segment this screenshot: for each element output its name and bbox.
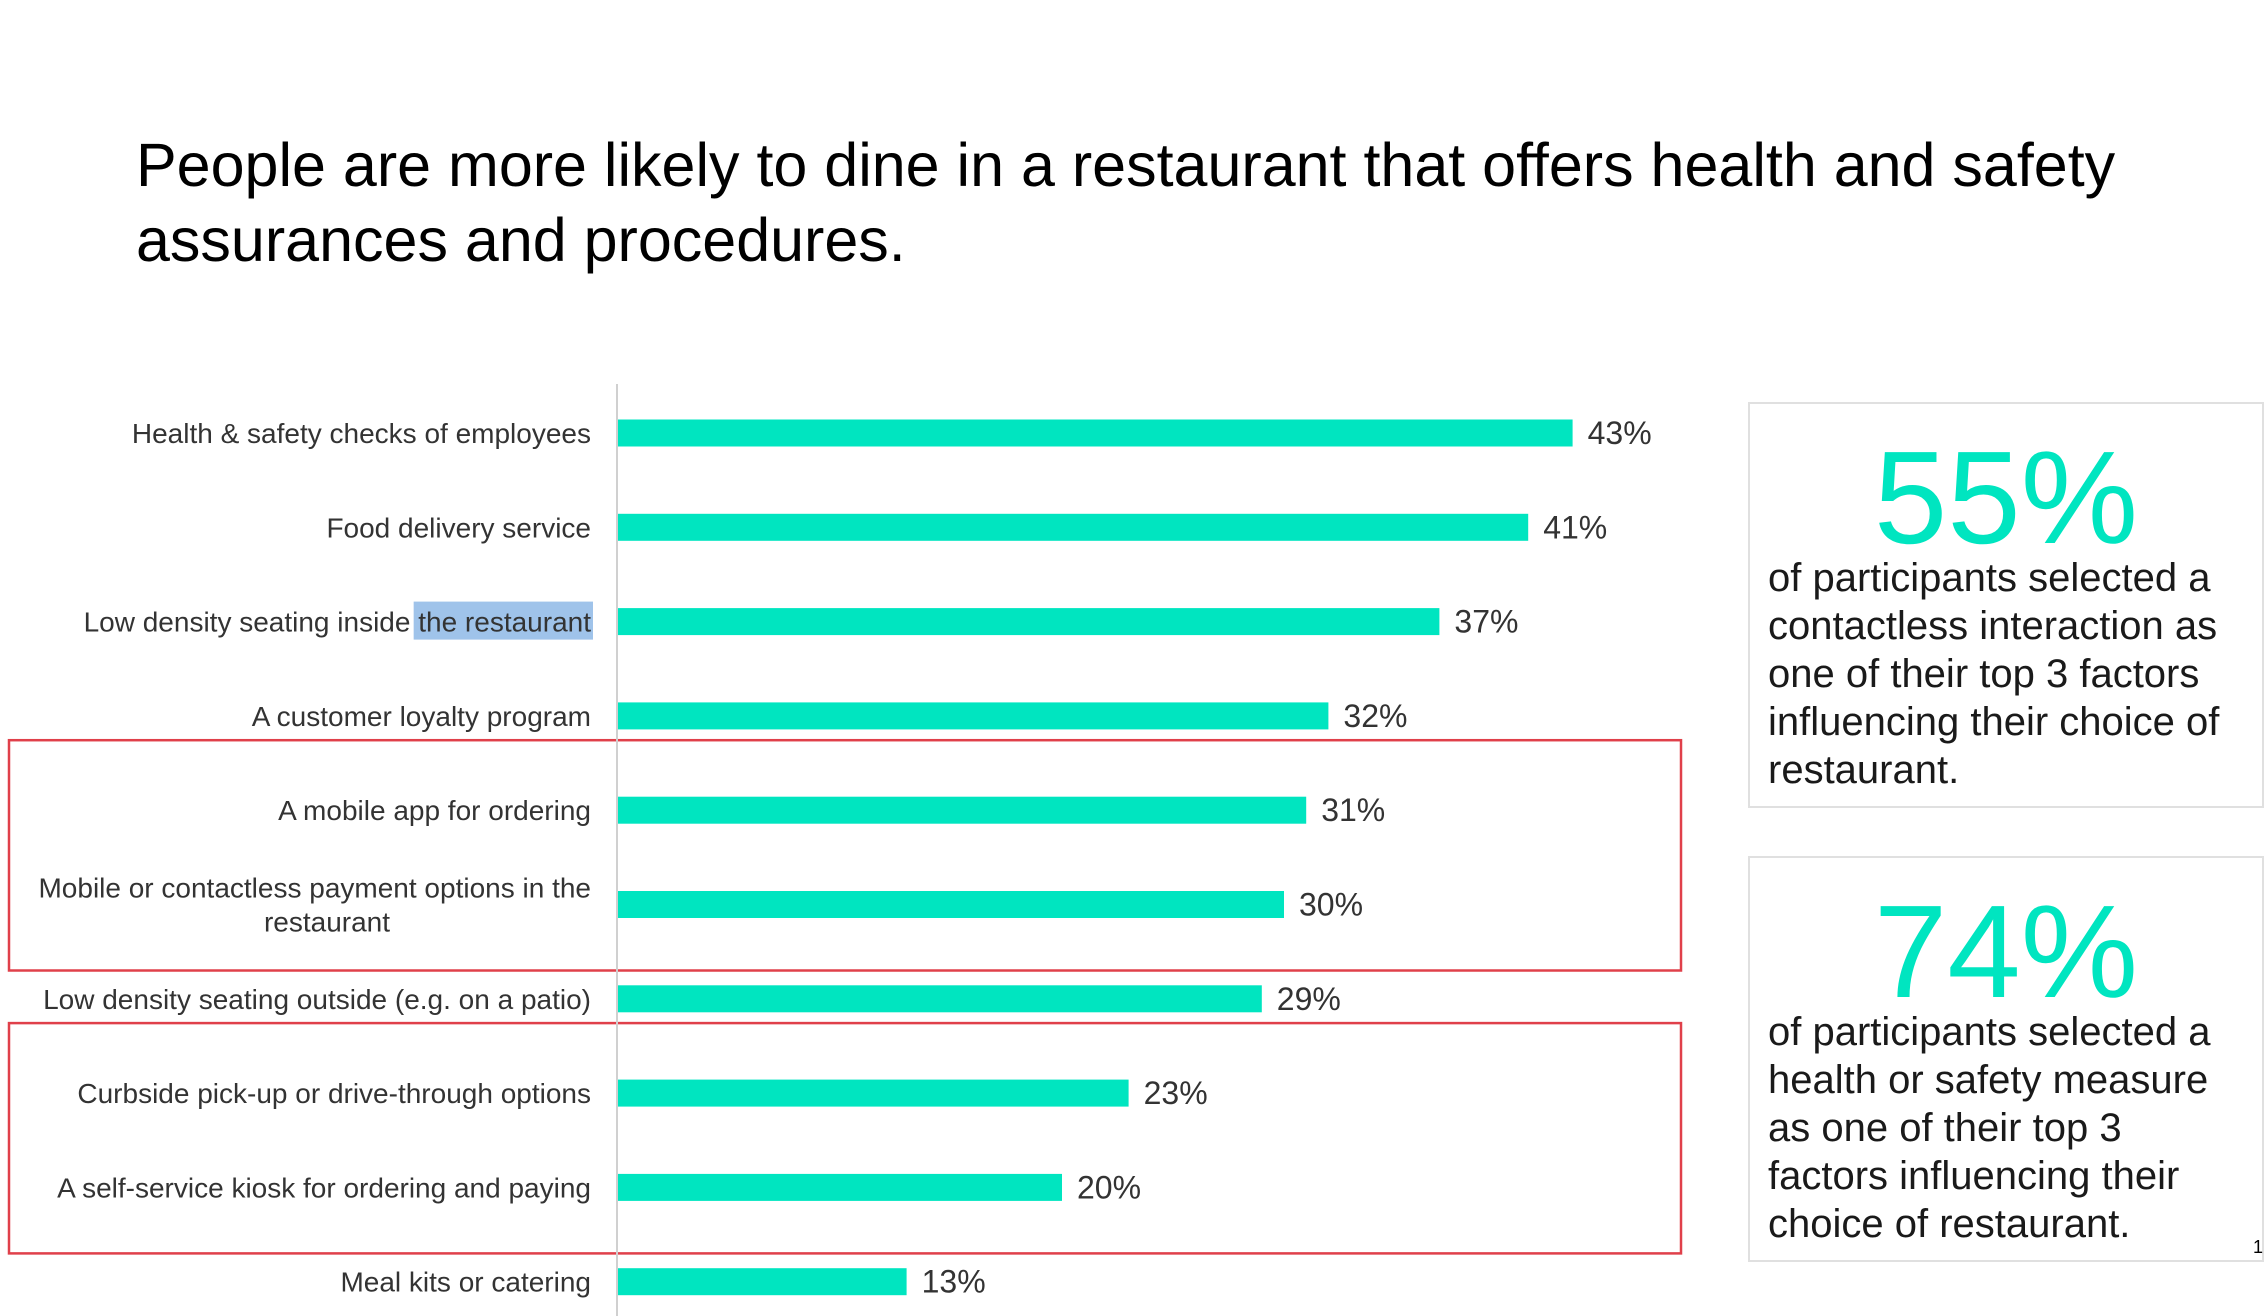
- category-label: Meal kits or catering: [340, 1267, 591, 1298]
- bar: [618, 891, 1284, 918]
- data-label: 32%: [1343, 698, 1407, 734]
- bar: [618, 608, 1440, 636]
- highlight-box-2: [7, 1021, 1683, 1255]
- category-label: Low density seating outside (e.g. on a p…: [43, 984, 591, 1015]
- bar: [618, 1173, 1062, 1201]
- data-label: 37%: [1454, 604, 1518, 640]
- category-label: restaurant: [264, 907, 390, 938]
- stat-description: of participants selected a contactless i…: [1768, 556, 2220, 792]
- category-label: Curbside pick-up or drive-through option…: [77, 1078, 591, 1109]
- text-selection-highlight: [413, 601, 593, 640]
- bar: [618, 702, 1329, 730]
- data-label: 29%: [1277, 981, 1341, 1017]
- category-label: Food delivery service: [326, 512, 591, 543]
- bar-chart: 43% Health & safety checks of employees 41…: [7, 384, 1683, 1316]
- category-label: A self-service kiosk for ordering and pa…: [57, 1172, 591, 1203]
- data-label: 13%: [922, 1264, 986, 1300]
- bar: [618, 1079, 1129, 1107]
- data-label: 41%: [1543, 509, 1607, 545]
- category-label: Low density seating inside the restauran…: [84, 607, 592, 638]
- data-label: 20%: [1077, 1169, 1141, 1205]
- data-label: 43%: [1588, 415, 1652, 451]
- stat-callout-contactless: 55% of participants selected a contactle…: [1748, 402, 2264, 808]
- stat-value: 55%: [1873, 424, 2139, 571]
- bar: [618, 513, 1529, 541]
- bar: [618, 796, 1307, 824]
- stat-callout-health-safety: 74% of participants selected a health or…: [1748, 856, 2264, 1262]
- page-number: 1: [2252, 1237, 2263, 1257]
- bar: [618, 419, 1573, 447]
- category-label: Health & safety checks of employees: [132, 418, 591, 449]
- page-title: People are more likely to dine in a rest…: [136, 131, 2116, 274]
- data-label: 23%: [1144, 1075, 1208, 1111]
- stat-description: of participants selected a health or saf…: [1768, 1010, 2211, 1246]
- category-label: A mobile app for ordering: [278, 795, 591, 826]
- stat-value: 74%: [1873, 878, 2139, 1025]
- highlight-box-1: [7, 738, 1683, 972]
- bar: [618, 985, 1262, 1013]
- category-label: A customer loyalty program: [252, 701, 591, 732]
- data-label: 30%: [1299, 887, 1363, 923]
- data-label: 31%: [1321, 792, 1385, 828]
- bar: [618, 1268, 907, 1296]
- category-label: Mobile or contactless payment options in…: [38, 873, 591, 904]
